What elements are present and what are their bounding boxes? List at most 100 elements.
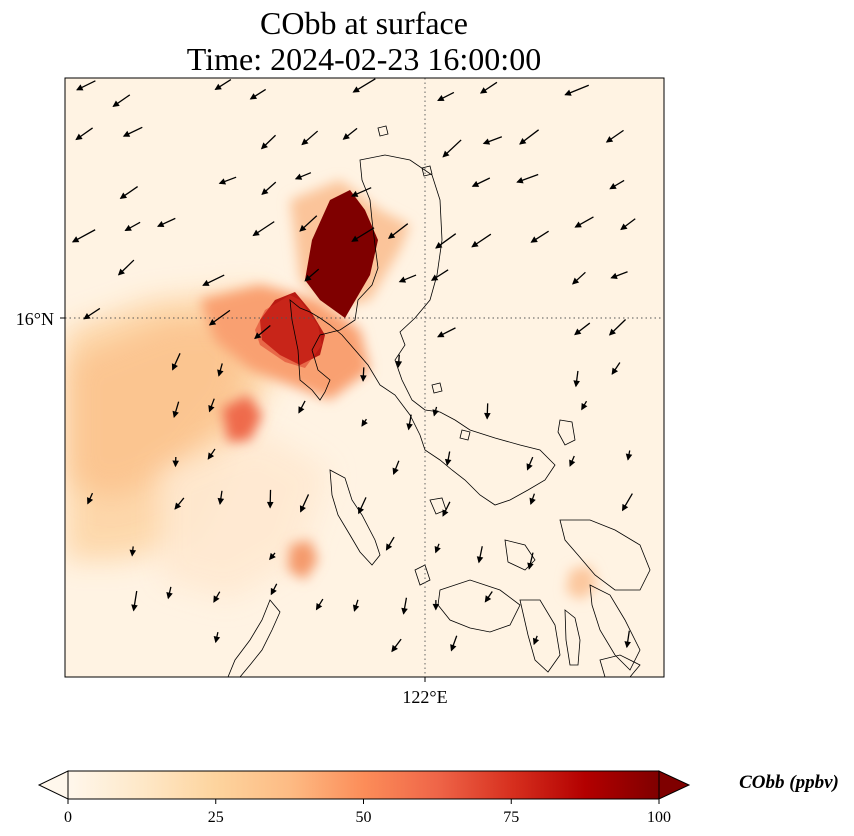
wind-arrow bbox=[569, 455, 576, 467]
wind-arrow bbox=[301, 130, 319, 146]
wind-arrow bbox=[432, 406, 439, 417]
map-panel bbox=[65, 78, 664, 677]
wind-arrow bbox=[437, 91, 455, 102]
wind-arrow bbox=[621, 493, 633, 512]
wind-arrow bbox=[608, 319, 627, 336]
wind-arrow bbox=[564, 84, 589, 96]
wind-arrow bbox=[174, 497, 185, 510]
coastline-small-island-4 bbox=[459, 429, 471, 441]
wind-arrow bbox=[261, 181, 277, 196]
colorbar-tick-label: 50 bbox=[356, 809, 372, 826]
wind-arrow bbox=[299, 215, 318, 232]
wind-arrow bbox=[610, 271, 628, 280]
wind-arrow bbox=[444, 451, 452, 466]
colorbar: 0 25 50 75 100 CObb (ppbv) bbox=[37, 770, 839, 826]
wind-arrow bbox=[432, 600, 440, 611]
wind-arrow bbox=[270, 583, 278, 596]
gridlines bbox=[65, 78, 664, 677]
wind-arrow bbox=[315, 598, 324, 611]
wind-arrow bbox=[124, 221, 141, 231]
coastline-small-island-5 bbox=[414, 564, 431, 586]
wind-arrow bbox=[214, 79, 232, 91]
wind-arrow bbox=[430, 269, 449, 281]
lat-label: 16°N bbox=[16, 309, 54, 329]
plume-north-core bbox=[305, 190, 378, 318]
wind-arrow bbox=[387, 223, 409, 239]
wind-arrow bbox=[442, 501, 451, 517]
wind-arrow bbox=[266, 489, 274, 509]
wind-arrow bbox=[298, 400, 306, 414]
wind-arrow bbox=[519, 129, 540, 145]
wind-arrow bbox=[532, 635, 540, 646]
concentration-field bbox=[65, 180, 598, 600]
wind-arrow bbox=[476, 546, 484, 564]
colorbar-tick-label: 100 bbox=[647, 809, 671, 826]
plume-southeast-spot bbox=[566, 565, 598, 600]
wind-arrow bbox=[605, 129, 624, 143]
coastline-palawan-north bbox=[227, 599, 281, 677]
wind-arrow bbox=[574, 322, 591, 336]
plume-main-edge bbox=[255, 295, 322, 368]
coastline-cebu bbox=[564, 609, 581, 666]
coastline-small-island-1 bbox=[377, 125, 389, 137]
wind-arrow bbox=[260, 134, 277, 150]
colorbar-tick-label: 25 bbox=[208, 809, 224, 826]
wind-arrow bbox=[112, 94, 131, 107]
wind-arrow bbox=[625, 450, 633, 461]
wind-arrow bbox=[213, 632, 221, 644]
lon-label: 122°E bbox=[402, 687, 447, 707]
wind-arrow bbox=[395, 354, 403, 368]
coastline-panay bbox=[437, 579, 521, 633]
wind-arrow bbox=[352, 78, 376, 93]
wind-arrow bbox=[172, 401, 180, 419]
wind-arrow bbox=[611, 362, 621, 375]
colorbar-tick-label: 75 bbox=[503, 809, 519, 826]
wind-arrow bbox=[385, 536, 395, 551]
coastline-negros bbox=[519, 599, 561, 673]
wind-arrow bbox=[352, 599, 360, 612]
coastline-luzon bbox=[289, 154, 556, 506]
wind-arrow bbox=[391, 638, 402, 653]
wind-arrow bbox=[217, 490, 225, 505]
wind-arrow bbox=[171, 353, 181, 371]
wind-arrow bbox=[484, 403, 491, 420]
wind-arrow bbox=[75, 127, 93, 141]
wind-arrow bbox=[217, 363, 224, 377]
wind-arrow bbox=[437, 327, 456, 338]
wind-arrow bbox=[516, 173, 539, 184]
wind-arrow bbox=[208, 309, 231, 326]
wind-arrow bbox=[357, 497, 367, 515]
wind-arrow bbox=[482, 136, 503, 145]
wind-arrow bbox=[131, 590, 138, 612]
wind-arrow bbox=[269, 552, 276, 561]
wind-arrow bbox=[360, 367, 367, 382]
wind-arrow bbox=[471, 177, 491, 187]
wind-vectors bbox=[71, 78, 636, 653]
wind-arrow bbox=[252, 221, 275, 237]
wind-arrow bbox=[435, 233, 457, 249]
wind-arrow bbox=[401, 597, 408, 615]
wind-arrow bbox=[392, 460, 400, 475]
map-frame bbox=[64, 77, 665, 678]
colorbar-body bbox=[67, 770, 660, 800]
plume-southwest-spot bbox=[222, 395, 262, 442]
wind-arrow bbox=[609, 179, 625, 190]
colorbar-extend-high bbox=[658, 770, 691, 800]
colorbar-label: CObb (ppbv) bbox=[739, 772, 839, 793]
wind-arrow bbox=[450, 635, 458, 652]
wind-arrow bbox=[299, 494, 310, 513]
coastline-small-island-2 bbox=[421, 165, 433, 177]
wind-arrow bbox=[218, 176, 237, 185]
wind-arrow bbox=[172, 457, 179, 468]
wind-arrow bbox=[202, 274, 225, 286]
wind-arrow bbox=[342, 127, 358, 140]
wind-arrow bbox=[122, 126, 143, 137]
plume-south-haze bbox=[160, 430, 330, 600]
wind-arrow bbox=[350, 187, 372, 197]
wind-arrow bbox=[442, 139, 462, 158]
title-line-2: Time: 2024-02-23 16:00:00 bbox=[187, 41, 541, 77]
wind-arrow bbox=[156, 217, 176, 228]
wind-arrow bbox=[574, 216, 594, 228]
wind-arrow bbox=[398, 274, 417, 283]
